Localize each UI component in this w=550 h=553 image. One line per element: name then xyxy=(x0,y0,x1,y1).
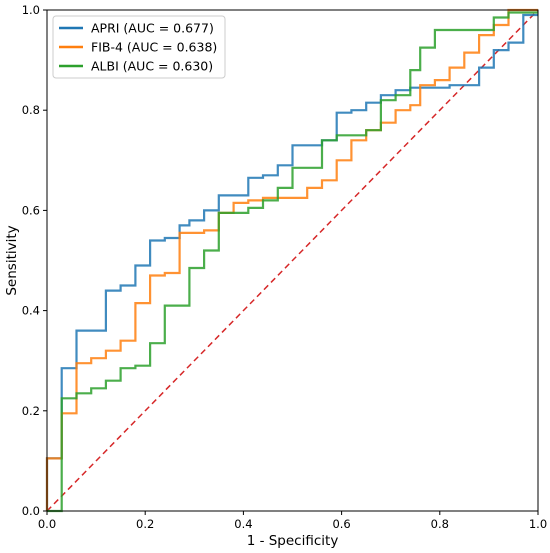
y-axis-title: Sensitivity xyxy=(4,225,20,295)
axes-frame xyxy=(46,9,539,512)
axis-ticks: 0.0 0.2 0.4 0.6 0.8 1.0 0.0 0.2 0.4 0.6 0.8 1.0 xyxy=(22,3,547,531)
roc-line-series-1 xyxy=(45,13,538,511)
y-tick-label: 0.8 xyxy=(22,103,40,117)
x-tick-label: 0.0 xyxy=(38,517,56,531)
x-tick-label: 0.4 xyxy=(234,517,252,531)
legend-label-1: APRI (AUC = 0.677) xyxy=(91,21,214,36)
roc-line-series-3 xyxy=(47,11,538,513)
y-tick-label: 0.0 xyxy=(22,504,40,518)
y-tick-label: 1.0 xyxy=(22,3,40,17)
x-axis-title: 1 - Specificity xyxy=(247,533,339,549)
legend-label-2: FIB-4 (AUC = 0.638) xyxy=(91,40,217,55)
y-tick-label: 0.2 xyxy=(22,404,40,418)
legend-label-3: ALBI (AUC = 0.630) xyxy=(91,59,213,74)
plot-area xyxy=(45,8,539,513)
x-tick-label: 1.0 xyxy=(529,517,547,531)
legend-box xyxy=(52,15,226,79)
legend: APRI (AUC = 0.677) FIB-4 (AUC = 0.638) ALB… xyxy=(52,15,226,79)
x-tick-label: 0.8 xyxy=(431,517,449,531)
x-tick-label: 0.2 xyxy=(136,517,154,531)
y-tick-label: 0.4 xyxy=(22,304,40,318)
roc-line-series-2 xyxy=(45,8,538,511)
x-tick-label: 0.6 xyxy=(332,517,350,531)
y-tick-label: 0.6 xyxy=(22,203,40,217)
chance-reference-line xyxy=(46,9,539,512)
